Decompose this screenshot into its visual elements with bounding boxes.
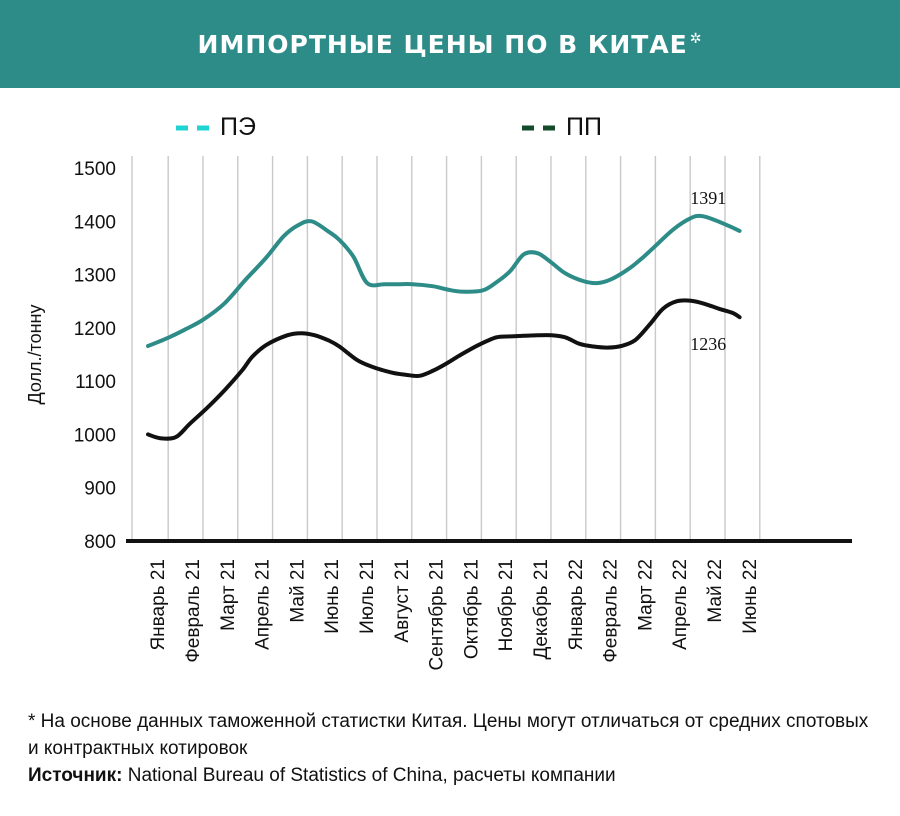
legend: ПЭ ПП <box>176 113 602 141</box>
x-tick-label: Март 21 <box>218 559 239 631</box>
y-tick-label: 900 <box>84 479 116 500</box>
x-tick-label: Июнь 22 <box>740 559 761 634</box>
y-tick-label: 1000 <box>74 425 116 446</box>
x-tick-label: Май 21 <box>287 559 308 623</box>
legend-label-2: ПП <box>566 113 602 141</box>
x-tick-label: Февраль 22 <box>601 559 622 663</box>
x-tick-label: Апрель 22 <box>670 559 691 650</box>
legend-label-1: ПЭ <box>220 113 256 141</box>
data-label-pp: 1236 <box>690 334 726 354</box>
x-tick-label: Декабрь 21 <box>531 559 552 660</box>
x-tick-label: Июнь 21 <box>322 559 343 634</box>
chart-title: ИМПОРТНЫЕ ЦЕНЫ ПО В КИТАЕ ✲ <box>198 30 703 59</box>
gridlines <box>131 156 761 541</box>
footnote-note: * На основе данных таможенной статистки … <box>28 711 869 759</box>
series-line-1 <box>146 213 742 348</box>
x-tick-label: Апрель 21 <box>253 559 274 650</box>
y-tick-label: 800 <box>84 532 116 553</box>
series-lines <box>146 213 742 441</box>
asterisk-mark: ✲ <box>689 31 703 48</box>
x-axis: Январь 21 Февраль 21 Март 21 Апрель 21 Май 2… <box>126 539 852 671</box>
y-tick-label: 1400 <box>74 212 116 233</box>
data-label-pe: 1391 <box>690 188 726 208</box>
x-tick-label: Июль 21 <box>357 559 378 634</box>
x-tick-label: Ноябрь 21 <box>496 559 517 651</box>
series-line-2 <box>146 298 742 441</box>
y-tick-label: 1200 <box>74 319 116 340</box>
source-line: Источник: National Bureau of Statistics … <box>28 762 878 789</box>
y-axis: 800 900 1000 1100 1200 1300 1400 1500 Долл./тонн… <box>25 159 116 553</box>
x-tick-label: Сентябрь 21 <box>427 559 448 671</box>
chart-title-text: ИМПОРТНЫЕ ЦЕНЫ ПО В КИТАЕ <box>197 29 688 59</box>
y-tick-label: 1500 <box>74 159 116 180</box>
source-text: National Bureau of Statistics of China, … <box>122 765 616 786</box>
x-tick-label: Февраль 21 <box>183 559 204 663</box>
x-tick-label: Март 22 <box>635 559 656 631</box>
y-axis-label: Долл./тонну <box>25 305 45 405</box>
y-tick-label: 1300 <box>74 266 116 287</box>
footnote: * На основе данных таможенной статистки … <box>28 708 878 789</box>
x-tick-label: Май 22 <box>705 559 726 623</box>
y-tick-label: 1100 <box>75 372 116 393</box>
source-label: Источник: <box>28 765 123 786</box>
x-tick-label: Октябрь 21 <box>461 559 482 659</box>
x-tick-label: Январь 21 <box>148 559 169 651</box>
x-tick-label: Январь 22 <box>566 559 587 651</box>
chart-header: ИМПОРТНЫЕ ЦЕНЫ ПО В КИТАЕ ✲ <box>0 0 900 88</box>
line-chart: ПЭ ПП 800 900 1000 1100 1200 1300 1400 1500 Долл.… <box>25 113 852 671</box>
x-tick-label: Август 21 <box>392 559 413 643</box>
data-labels: 1391 1236 <box>690 188 726 354</box>
